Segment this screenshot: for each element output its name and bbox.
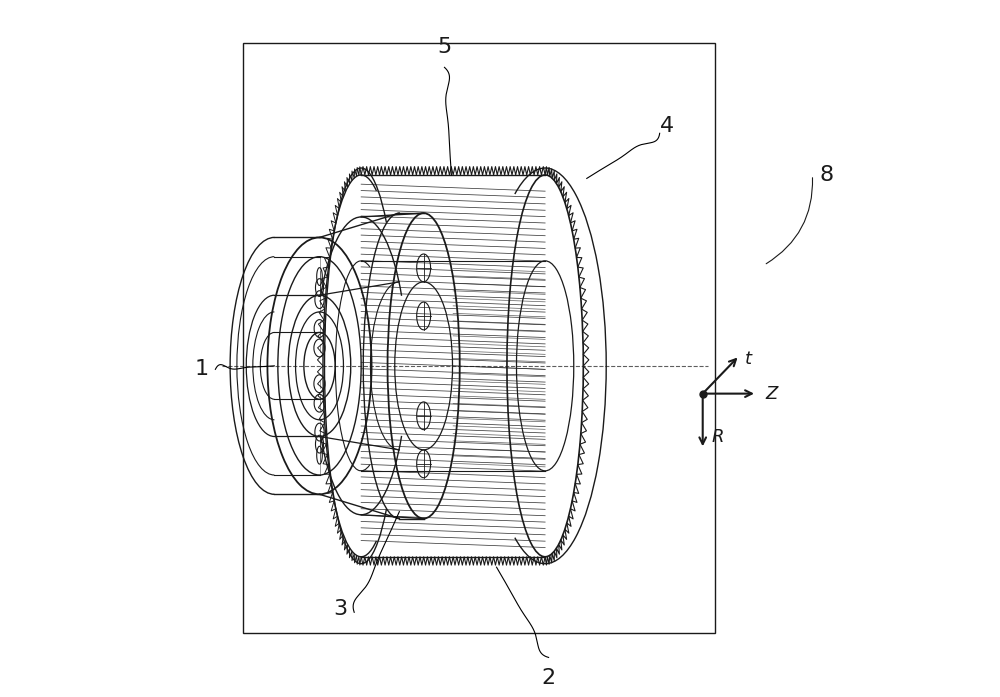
Text: R: R: [711, 428, 724, 445]
Text: Z: Z: [765, 385, 778, 403]
Text: 4: 4: [660, 116, 674, 137]
Text: 3: 3: [333, 599, 347, 619]
Text: 1: 1: [194, 360, 208, 379]
Text: 8: 8: [819, 165, 833, 185]
Text: 2: 2: [542, 668, 556, 688]
Text: t: t: [745, 350, 752, 368]
Text: 5: 5: [437, 37, 452, 57]
Bar: [243, 43, 715, 633]
